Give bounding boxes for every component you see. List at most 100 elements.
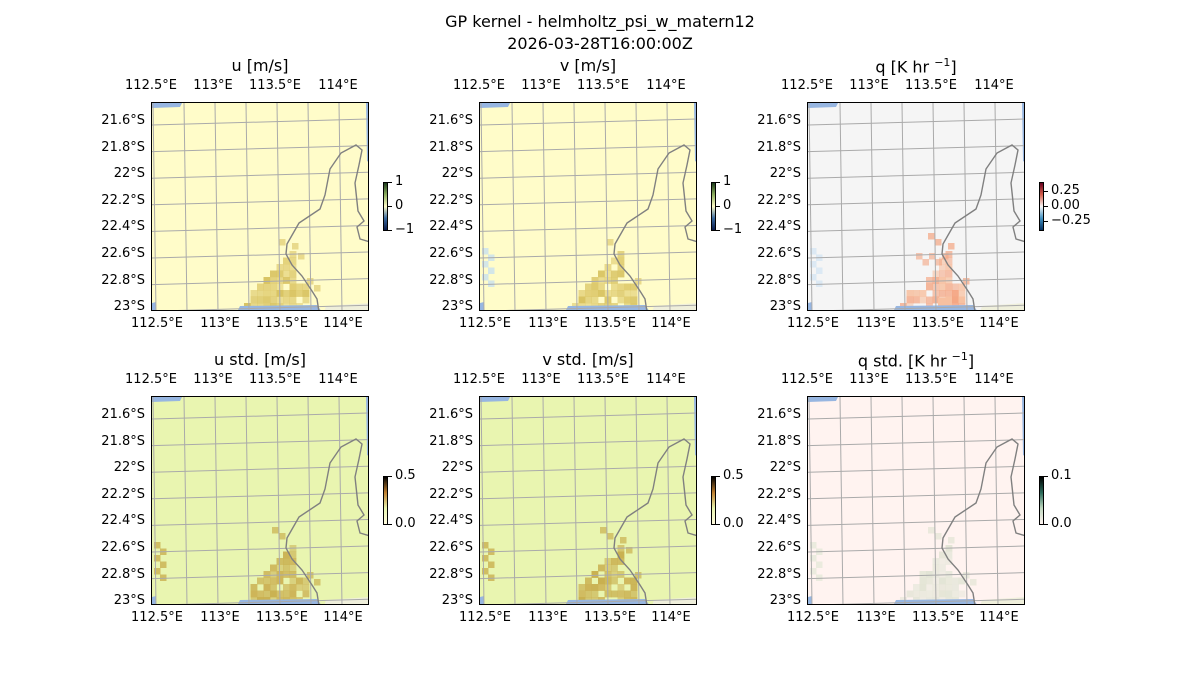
field-cell bbox=[624, 283, 631, 291]
field-cell bbox=[810, 248, 817, 255]
field-cell bbox=[952, 283, 959, 291]
panel-title-text: v std. [m/s] bbox=[542, 350, 634, 369]
gridline-meridian bbox=[511, 397, 516, 604]
colorbar-tick-label: 0.5 bbox=[395, 468, 416, 483]
lon-tick-label-top: 113°E bbox=[849, 78, 889, 93]
map-axes bbox=[151, 102, 369, 311]
lat-tick-label: 22°S bbox=[441, 166, 473, 182]
colorbar-tick-mark bbox=[716, 230, 720, 231]
gridline-parallel bbox=[152, 251, 368, 259]
lat-tick-label: 22.4°S bbox=[757, 513, 801, 529]
gridline-meridian bbox=[214, 397, 219, 604]
lon-tick-label-bottom: 114°E bbox=[979, 610, 1019, 625]
colorbar-tick-label: 0.5 bbox=[723, 468, 744, 483]
lon-tick-label-bottom: 113°E bbox=[856, 610, 896, 625]
colorbar-tick-mark bbox=[1044, 524, 1048, 525]
lon-tick-label-top: 113°E bbox=[849, 372, 889, 387]
lat-tick-label: 22°S bbox=[769, 166, 801, 182]
field-cell bbox=[929, 253, 936, 260]
colorbar bbox=[711, 182, 716, 231]
field-cell bbox=[302, 283, 310, 291]
gridline-parallel bbox=[808, 412, 1024, 420]
field-cell bbox=[617, 558, 625, 565]
lat-tick-label: 22.4°S bbox=[101, 219, 145, 235]
field-cell bbox=[617, 283, 625, 291]
gridline-meridian bbox=[183, 397, 188, 604]
gridline-meridian bbox=[245, 103, 250, 310]
field-cell bbox=[611, 257, 618, 265]
gridline-meridian bbox=[152, 103, 157, 310]
field-cell bbox=[939, 551, 946, 559]
ocean-area bbox=[480, 397, 510, 402]
lat-tick-label: 22.4°S bbox=[429, 219, 473, 235]
coastline bbox=[941, 144, 1024, 310]
field-cell bbox=[945, 558, 953, 565]
colorbar-tick-mark bbox=[388, 182, 392, 183]
gridline-meridian bbox=[808, 103, 813, 310]
gridline-parallel bbox=[480, 545, 696, 553]
colorbar-tick-label: 0.0 bbox=[723, 516, 744, 531]
lat-tick-label: 23°S bbox=[769, 299, 801, 315]
colorbar-tick-label: 0.00 bbox=[1051, 198, 1080, 213]
coastline bbox=[613, 438, 696, 604]
panel-title-text: u std. [m/s] bbox=[214, 350, 306, 369]
field-cell bbox=[906, 296, 914, 304]
field-cell bbox=[154, 555, 161, 562]
gridline-parallel bbox=[152, 145, 368, 153]
field-cell bbox=[289, 257, 297, 265]
ocean-area bbox=[480, 302, 484, 310]
field-cell bbox=[289, 590, 297, 598]
gridline-meridian bbox=[338, 103, 343, 310]
gridline-parallel bbox=[808, 545, 1024, 553]
gridline-parallel bbox=[808, 518, 1024, 526]
gridline-parallel bbox=[808, 198, 1024, 206]
gridline-parallel bbox=[480, 198, 696, 206]
lon-tick-label-bottom: 114°E bbox=[979, 316, 1019, 331]
field-cell bbox=[919, 584, 927, 591]
lon-tick-label-bottom: 112.5°E bbox=[459, 610, 511, 625]
map-canvas bbox=[152, 397, 368, 604]
field-cell bbox=[250, 290, 258, 297]
field-cell bbox=[263, 277, 271, 284]
land-area bbox=[652, 597, 696, 604]
ocean-area bbox=[1022, 397, 1024, 456]
lon-tick-label-bottom: 112.5°E bbox=[787, 316, 839, 331]
colorbar bbox=[711, 476, 716, 525]
ocean-area bbox=[808, 596, 812, 604]
field-cell bbox=[919, 290, 927, 297]
coastline bbox=[285, 144, 368, 310]
lat-tick-label: 22°S bbox=[769, 460, 801, 476]
field-cell bbox=[283, 558, 290, 565]
gridline-parallel bbox=[152, 465, 368, 473]
field-cell bbox=[617, 296, 625, 304]
field-cell bbox=[945, 551, 953, 559]
field-cell bbox=[913, 290, 920, 297]
gridline-parallel bbox=[480, 145, 696, 153]
ocean-area bbox=[694, 103, 696, 162]
gridline-meridian bbox=[276, 397, 281, 604]
field-cell bbox=[952, 577, 959, 585]
field-cell bbox=[263, 571, 271, 578]
gridline-parallel bbox=[480, 572, 696, 580]
map-canvas bbox=[152, 103, 368, 310]
field-cell bbox=[939, 283, 946, 291]
ocean-area bbox=[808, 302, 812, 310]
ocean-area bbox=[366, 103, 368, 162]
gridline-meridian bbox=[604, 103, 609, 310]
field-cell bbox=[913, 584, 920, 591]
field-cell bbox=[270, 290, 277, 297]
lon-tick-label-bottom: 113.5°E bbox=[912, 610, 964, 625]
lat-tick-label: 21.6°S bbox=[757, 113, 801, 128]
field-cell bbox=[624, 290, 631, 297]
field-cell bbox=[935, 533, 942, 540]
field-cell bbox=[617, 257, 625, 265]
lon-tick-label-top: 112.5°E bbox=[125, 372, 177, 387]
field-cell bbox=[810, 542, 817, 549]
field-cell bbox=[945, 257, 953, 265]
colorbar-tick-mark bbox=[716, 476, 720, 477]
field-cell bbox=[488, 561, 495, 568]
field-cell bbox=[263, 296, 271, 304]
gridline-parallel bbox=[152, 572, 368, 580]
field-cell bbox=[298, 253, 305, 260]
field-cell bbox=[578, 290, 586, 297]
